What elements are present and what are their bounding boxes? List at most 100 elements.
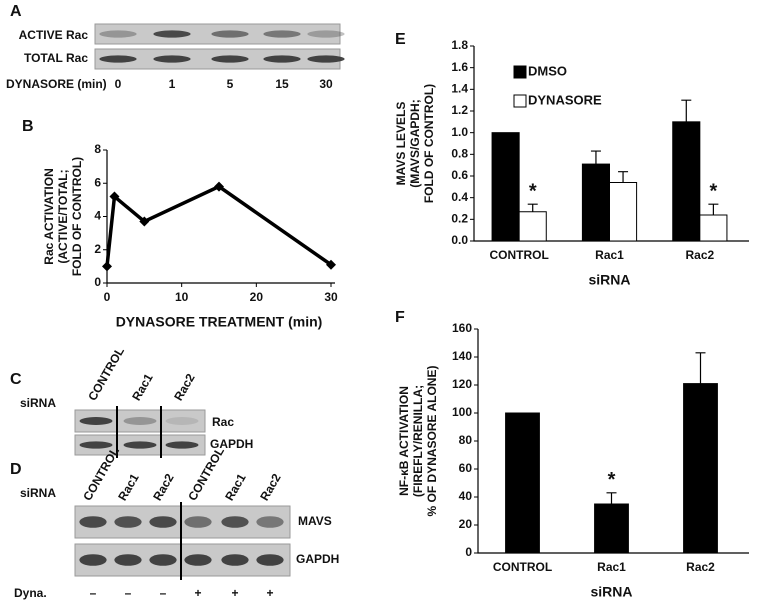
y-tick-label: 1.2 bbox=[451, 103, 468, 117]
blot-band bbox=[184, 516, 212, 528]
x-tick-label: 20 bbox=[250, 290, 264, 304]
y-tick-label: 0 bbox=[465, 545, 472, 559]
y-axis-label: NF-κB ACTIVATION bbox=[397, 386, 411, 496]
blot-lane-label: 1 bbox=[169, 77, 176, 91]
y-tick-label: 0.4 bbox=[451, 190, 468, 204]
blot-lane-label: 5 bbox=[227, 77, 234, 91]
bar bbox=[609, 182, 638, 242]
y-tick-label: 2 bbox=[94, 242, 101, 256]
blot-band bbox=[123, 417, 157, 425]
bar bbox=[594, 503, 629, 554]
x-tick-label: 10 bbox=[175, 290, 189, 304]
blot-row-label: ACTIVE Rac bbox=[19, 28, 89, 42]
y-axis-label: (ACTIVE/TOTAL; bbox=[56, 169, 70, 263]
x-tick-label: CONTROL bbox=[490, 248, 549, 262]
blot-lane-label: + bbox=[194, 586, 201, 600]
x-tick-label: Rac1 bbox=[597, 560, 626, 574]
legend-label: DYNASORE bbox=[528, 92, 602, 107]
blot-band bbox=[221, 516, 249, 528]
y-tick-label: 1.4 bbox=[451, 82, 468, 96]
blot-lane-label: 30 bbox=[319, 77, 333, 91]
y-tick-label: 0 bbox=[94, 275, 101, 289]
bar bbox=[581, 163, 611, 242]
y-tick-label: 60 bbox=[459, 461, 473, 475]
blot-band bbox=[263, 30, 301, 38]
x-tick-label: Rac2 bbox=[686, 560, 715, 574]
blot-band bbox=[256, 554, 284, 566]
blot-lane-label: + bbox=[266, 586, 273, 600]
blot-band bbox=[307, 30, 345, 38]
panel-letter: C bbox=[10, 371, 22, 388]
blot-column-label: Rac1 bbox=[222, 471, 249, 503]
blot bbox=[74, 505, 291, 539]
error-bar bbox=[681, 99, 692, 122]
x-tick-label: Rac2 bbox=[685, 248, 714, 262]
blot-band bbox=[114, 554, 142, 566]
x-tick-label: CONTROL bbox=[493, 560, 552, 574]
bar bbox=[672, 121, 701, 242]
blot bbox=[74, 409, 206, 433]
blot-band bbox=[153, 55, 191, 63]
blot-lane-label: 0 bbox=[115, 77, 122, 91]
blot-lane-label: – bbox=[160, 586, 167, 600]
y-axis-label: (MAVS/GAPDH; bbox=[408, 99, 422, 187]
panel-letter: F bbox=[395, 309, 405, 326]
y-tick-label: 20 bbox=[459, 517, 473, 531]
legend-swatch bbox=[513, 65, 527, 79]
panel-letter: D bbox=[10, 461, 22, 478]
blot-row-label: siRNA bbox=[20, 396, 56, 410]
bar bbox=[505, 412, 540, 554]
axis bbox=[106, 150, 335, 284]
x-axis-label: siRNA bbox=[590, 584, 632, 600]
y-tick-label: 1.8 bbox=[451, 38, 468, 52]
blot-band bbox=[79, 441, 113, 449]
bar bbox=[699, 214, 728, 242]
significance: * bbox=[529, 180, 537, 202]
y-tick-label: 1.6 bbox=[451, 60, 468, 74]
blot-band bbox=[79, 417, 113, 425]
y-tick-label: 8 bbox=[94, 142, 101, 156]
blot-band bbox=[79, 516, 107, 528]
blot-column-label: Rac2 bbox=[257, 471, 284, 503]
blot-band bbox=[153, 30, 191, 38]
blot-lane-label: 15 bbox=[275, 77, 289, 91]
blot-band bbox=[149, 516, 177, 528]
x-tick-label: 30 bbox=[324, 290, 338, 304]
blot-band bbox=[114, 516, 142, 528]
x-axis-label: DYNASORE TREATMENT (min) bbox=[116, 314, 323, 330]
panel-letter: E bbox=[395, 31, 406, 48]
y-tick-label: 0.8 bbox=[451, 147, 468, 161]
blot-band bbox=[165, 441, 199, 449]
x-tick-label: 0 bbox=[104, 290, 111, 304]
marker bbox=[109, 191, 120, 202]
marker bbox=[326, 259, 336, 270]
y-tick-label: 0.2 bbox=[451, 212, 468, 226]
line bbox=[105, 184, 333, 267]
blot-row-label: siRNA bbox=[20, 486, 56, 500]
error-bar bbox=[590, 150, 601, 165]
bar bbox=[683, 383, 718, 554]
significance: * bbox=[608, 469, 616, 491]
blot-lane-label: + bbox=[231, 586, 238, 600]
y-tick-label: 160 bbox=[452, 321, 472, 335]
significance: * bbox=[709, 180, 717, 202]
error-bar bbox=[695, 352, 706, 384]
y-axis-label: % OF DYNASORE ALONE) bbox=[425, 366, 439, 517]
blot-column-label: Rac1 bbox=[129, 371, 156, 403]
legend-label: DMSO bbox=[528, 63, 567, 78]
blot-row-label: TOTAL Rac bbox=[24, 51, 88, 65]
blot-band bbox=[123, 441, 157, 449]
y-tick-label: 0.6 bbox=[451, 168, 468, 182]
blot-column-label: Rac2 bbox=[150, 471, 177, 503]
blot-row-label: MAVS bbox=[298, 514, 332, 528]
blot-band bbox=[149, 554, 177, 566]
y-tick-label: 6 bbox=[94, 175, 101, 189]
blot-column-label: CONTROL bbox=[85, 345, 127, 403]
blot-lane-label: – bbox=[125, 586, 132, 600]
y-tick-label: 80 bbox=[459, 433, 473, 447]
blot-band bbox=[307, 55, 345, 63]
blot-column-label: Rac1 bbox=[115, 471, 142, 503]
y-tick-label: 140 bbox=[452, 349, 472, 363]
error-bar bbox=[527, 203, 538, 212]
marker bbox=[139, 216, 150, 227]
